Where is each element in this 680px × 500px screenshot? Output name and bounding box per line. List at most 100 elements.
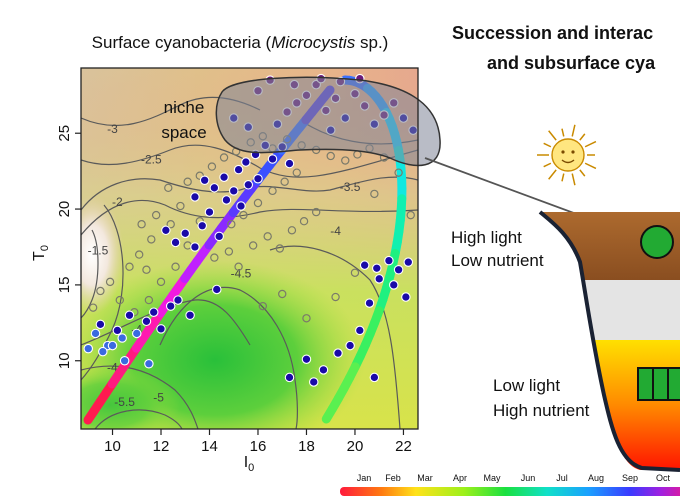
point-grey bbox=[207, 162, 217, 171]
x-axis-label: I0 bbox=[244, 454, 255, 474]
point-dark bbox=[161, 225, 171, 236]
month-label: Oct bbox=[656, 473, 671, 483]
point-dark bbox=[132, 328, 142, 339]
point-dark bbox=[384, 255, 394, 266]
point-dark bbox=[185, 310, 195, 320]
point-dark bbox=[301, 354, 312, 364]
point-grey bbox=[370, 189, 379, 199]
niche-label-line2: space bbox=[161, 123, 206, 142]
month-label: Jun bbox=[521, 473, 536, 483]
month-label: Mar bbox=[417, 473, 433, 483]
point-grey bbox=[134, 250, 144, 259]
point-grey bbox=[394, 168, 403, 177]
point-dark bbox=[199, 175, 210, 185]
point-grey bbox=[341, 156, 350, 165]
month-label: Sep bbox=[622, 473, 638, 483]
point-dark bbox=[333, 348, 343, 358]
point-dark bbox=[180, 228, 191, 239]
point-dark bbox=[124, 310, 135, 320]
point-dark bbox=[190, 192, 200, 202]
point-dark bbox=[401, 292, 411, 302]
point-grey bbox=[137, 220, 146, 229]
sun-ray bbox=[579, 133, 586, 141]
point-grey bbox=[147, 235, 156, 244]
sun-ray bbox=[584, 140, 597, 148]
y-axis-ticks: 10 15 20 25 bbox=[56, 125, 81, 369]
point-dark bbox=[190, 242, 200, 252]
y-tick-label: 20 bbox=[56, 201, 73, 218]
x-tick-label: 18 bbox=[298, 438, 315, 455]
sun-ray bbox=[543, 142, 552, 148]
point-grey bbox=[142, 265, 151, 274]
point-grey bbox=[292, 168, 301, 177]
point-dark bbox=[345, 340, 355, 351]
point-grey bbox=[144, 295, 154, 305]
niche-label-line1: niche bbox=[164, 98, 205, 117]
contour-label: -2 bbox=[112, 195, 123, 209]
month-label: Aug bbox=[588, 473, 604, 483]
point-dark bbox=[212, 284, 222, 295]
point-dark bbox=[156, 324, 166, 334]
sun-ray bbox=[584, 162, 597, 170]
point-grey bbox=[176, 201, 185, 211]
point-dark bbox=[165, 301, 176, 311]
point-dark bbox=[228, 186, 239, 196]
point-grey bbox=[278, 289, 287, 299]
y-tick-label: 25 bbox=[56, 125, 73, 142]
sun-ray bbox=[543, 162, 552, 168]
x-tick-label: 12 bbox=[153, 438, 170, 455]
month-label: May bbox=[483, 473, 501, 483]
point-grey bbox=[326, 151, 335, 161]
niche-space-region bbox=[215, 76, 441, 167]
month-label: Apr bbox=[453, 473, 467, 483]
x-tick-label: 22 bbox=[395, 438, 412, 455]
point-grey bbox=[275, 244, 285, 253]
x-tick-label: 14 bbox=[201, 438, 218, 455]
contour-label: -3 bbox=[107, 122, 118, 136]
point-grey bbox=[151, 210, 161, 220]
point-grey bbox=[253, 198, 263, 208]
point-grey bbox=[406, 210, 415, 220]
diagram-title-line2: and subsurface cya bbox=[487, 53, 656, 73]
point-grey bbox=[234, 262, 243, 271]
point-dark bbox=[209, 183, 220, 193]
contour-label: -1.5 bbox=[88, 244, 109, 258]
point-dark bbox=[141, 316, 152, 327]
point-grey bbox=[263, 232, 272, 241]
point-grey bbox=[88, 303, 98, 312]
x-tick-label: 10 bbox=[104, 438, 121, 455]
point-grey bbox=[239, 210, 248, 220]
point-grey bbox=[280, 177, 289, 186]
ribbon-segment bbox=[321, 404, 337, 424]
point-dark bbox=[267, 154, 278, 164]
point-dark bbox=[374, 274, 384, 284]
sun-ray bbox=[548, 130, 557, 141]
point-dark bbox=[170, 237, 181, 248]
month-label: Feb bbox=[385, 473, 401, 483]
point-grey bbox=[224, 247, 234, 256]
point-dark bbox=[308, 377, 319, 387]
point-grey bbox=[105, 277, 115, 287]
month-label: Jul bbox=[556, 473, 568, 483]
subsurface-filament-icon bbox=[637, 367, 680, 401]
month-colorbar bbox=[340, 487, 680, 496]
high-nutrient-label: High nutrient bbox=[493, 401, 590, 420]
point-dark bbox=[98, 346, 108, 357]
point-dark bbox=[284, 372, 295, 383]
y-axis-label: T0 bbox=[31, 245, 51, 261]
month-label: Jan bbox=[357, 473, 372, 483]
low-nutrient-label: Low nutrient bbox=[451, 251, 544, 270]
point-dark bbox=[83, 343, 94, 354]
contour-label: -5 bbox=[153, 391, 164, 405]
sun-icon bbox=[537, 124, 597, 186]
point-grey bbox=[164, 183, 173, 193]
point-dark bbox=[364, 298, 375, 308]
point-grey bbox=[331, 292, 340, 302]
point-dark bbox=[393, 264, 404, 275]
sun-ray bbox=[571, 124, 576, 137]
point-dark bbox=[119, 355, 130, 366]
point-dark bbox=[219, 172, 229, 182]
point-grey bbox=[219, 153, 229, 162]
y-tick-label: 10 bbox=[56, 352, 73, 369]
point-dark bbox=[117, 333, 127, 343]
